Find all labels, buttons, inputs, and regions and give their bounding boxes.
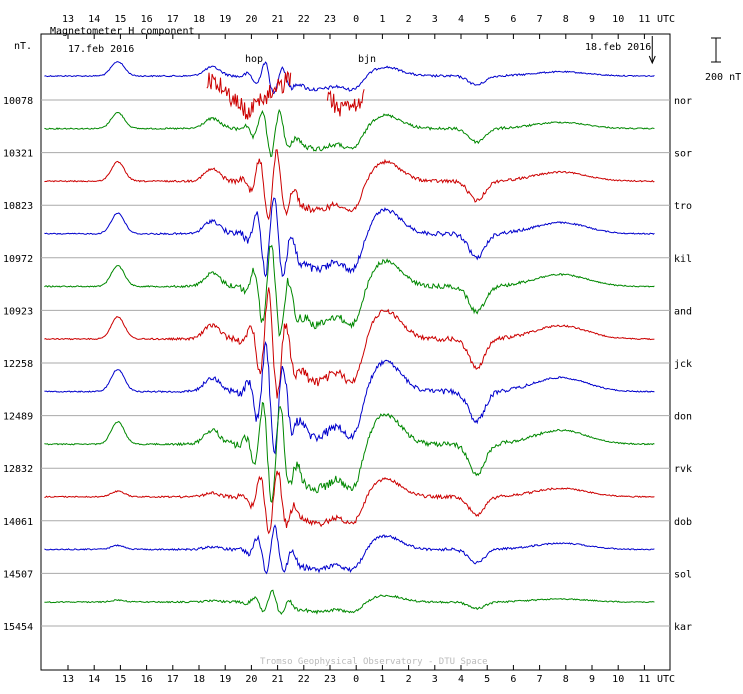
baseline-label-don: 12489 bbox=[3, 412, 33, 423]
trace-bjn bbox=[326, 89, 365, 117]
x-tick-label-top: 10 bbox=[612, 14, 624, 25]
trace-rvk bbox=[44, 401, 655, 504]
x-tick-label-top: 6 bbox=[510, 14, 516, 25]
x-tick-label-top: 7 bbox=[537, 14, 543, 25]
x-tick-label-top: 11 bbox=[638, 14, 650, 25]
x-tick-label-top: 5 bbox=[484, 14, 490, 25]
x-tick-label-bottom: 16 bbox=[141, 674, 153, 685]
station-label-and: and bbox=[674, 306, 692, 317]
x-tick-label-bottom: 18 bbox=[193, 674, 205, 685]
trace-kar bbox=[44, 589, 655, 615]
trace-dob bbox=[44, 470, 655, 535]
x-tick-label-bottom: 19 bbox=[219, 674, 231, 685]
x-tick-label-top: 22 bbox=[298, 14, 310, 25]
x-tick-label-bottom: 22 bbox=[298, 674, 310, 685]
x-axis-unit-bottom: UTC bbox=[657, 674, 675, 685]
station-label-bjn: bjn bbox=[358, 54, 376, 65]
station-label-sol: sol bbox=[674, 569, 692, 580]
trace-kil bbox=[44, 197, 655, 278]
x-tick-label-bottom: 1 bbox=[379, 674, 385, 685]
station-label-tro: tro bbox=[674, 201, 692, 212]
trace-hop bbox=[206, 70, 292, 120]
trace-tro bbox=[44, 149, 655, 221]
x-tick-label-bottom: 15 bbox=[114, 674, 126, 685]
x-axis-unit-top: UTC bbox=[657, 14, 675, 25]
trace-sol bbox=[44, 524, 655, 575]
x-tick-label-bottom: 2 bbox=[406, 674, 412, 685]
scale-bar-label: 200 nT bbox=[705, 72, 741, 83]
trace-jck bbox=[44, 287, 655, 399]
station-label-rvk: rvk bbox=[674, 464, 692, 475]
chart-title: Magnetometer H component bbox=[50, 26, 195, 37]
station-label-hop: hop bbox=[245, 54, 263, 65]
station-label-jck: jck bbox=[674, 359, 692, 370]
trace-nor bbox=[44, 61, 655, 95]
x-tick-label-top: 18 bbox=[193, 14, 205, 25]
x-tick-label-top: 14 bbox=[88, 14, 100, 25]
x-tick-label-bottom: 8 bbox=[563, 674, 569, 685]
traces bbox=[44, 61, 655, 615]
plot-frame bbox=[40, 33, 671, 671]
x-tick-label-top: 21 bbox=[272, 14, 284, 25]
x-tick-label-bottom: 4 bbox=[458, 674, 464, 685]
x-tick-label-bottom: 9 bbox=[589, 674, 595, 685]
x-tick-label-bottom: 5 bbox=[484, 674, 490, 685]
baseline-label-and: 10923 bbox=[3, 306, 33, 317]
trace-don bbox=[44, 341, 655, 455]
baseline-label-kil: 10972 bbox=[3, 254, 33, 265]
labels: Magnetometer H component nT. 17.feb 2016… bbox=[3, 14, 741, 685]
y-axis-unit: nT. bbox=[14, 41, 32, 52]
x-tick-label-bottom: 20 bbox=[245, 674, 257, 685]
x-tick-label-bottom: 21 bbox=[272, 674, 284, 685]
x-tick-label-bottom: 10 bbox=[612, 674, 624, 685]
baseline-label-nor: 10078 bbox=[3, 96, 33, 107]
baseline-label-kar: 15454 bbox=[3, 622, 33, 633]
station-label-kar: kar bbox=[674, 622, 692, 633]
station-label-nor: nor bbox=[674, 96, 692, 107]
baseline-label-sol: 14507 bbox=[3, 569, 33, 580]
x-tick-label-bottom: 6 bbox=[510, 674, 516, 685]
x-tick-label-top: 3 bbox=[432, 14, 438, 25]
grid bbox=[40, 33, 721, 671]
baseline-label-dob: 14061 bbox=[3, 517, 33, 528]
trace-sor bbox=[44, 108, 655, 158]
station-label-don: don bbox=[674, 412, 692, 423]
station-label-dob: dob bbox=[674, 517, 692, 528]
x-tick-label-top: 20 bbox=[245, 14, 257, 25]
x-tick-label-top: 8 bbox=[563, 14, 569, 25]
x-tick-label-top: 1 bbox=[379, 14, 385, 25]
baseline-label-jck: 12258 bbox=[3, 359, 33, 370]
x-tick-label-top: 19 bbox=[219, 14, 231, 25]
baseline-label-sor: 10321 bbox=[3, 149, 33, 160]
x-tick-label-top: 16 bbox=[141, 14, 153, 25]
x-tick-label-top: 13 bbox=[62, 14, 74, 25]
x-tick-label-bottom: 3 bbox=[432, 674, 438, 685]
baseline-label-rvk: 12832 bbox=[3, 464, 33, 475]
now-arrow-head bbox=[648, 55, 656, 65]
x-tick-label-top: 9 bbox=[589, 14, 595, 25]
x-tick-label-bottom: 11 bbox=[638, 674, 650, 685]
x-tick-label-top: 2 bbox=[406, 14, 412, 25]
trace-and bbox=[44, 244, 655, 337]
x-tick-label-top: 15 bbox=[114, 14, 126, 25]
x-tick-label-bottom: 0 bbox=[353, 674, 359, 685]
station-label-kil: kil bbox=[674, 254, 692, 265]
x-tick-label-bottom: 13 bbox=[62, 674, 74, 685]
station-label-sor: sor bbox=[674, 149, 692, 160]
x-tick-label-top: 0 bbox=[353, 14, 359, 25]
x-tick-label-bottom: 23 bbox=[324, 674, 336, 685]
footer-credit: Tromso Geophysical Observatory - DTU Spa… bbox=[260, 657, 488, 667]
x-tick-label-bottom: 7 bbox=[537, 674, 543, 685]
x-tick-label-bottom: 17 bbox=[167, 674, 179, 685]
end-date-label: 18.feb 2016 bbox=[585, 42, 651, 53]
x-tick-label-top: 23 bbox=[324, 14, 336, 25]
baseline-label-tro: 10823 bbox=[3, 201, 33, 212]
x-tick-label-bottom: 14 bbox=[88, 674, 100, 685]
x-tick-label-top: 17 bbox=[167, 14, 179, 25]
start-date-label: 17.feb 2016 bbox=[68, 44, 134, 55]
x-tick-label-top: 4 bbox=[458, 14, 464, 25]
